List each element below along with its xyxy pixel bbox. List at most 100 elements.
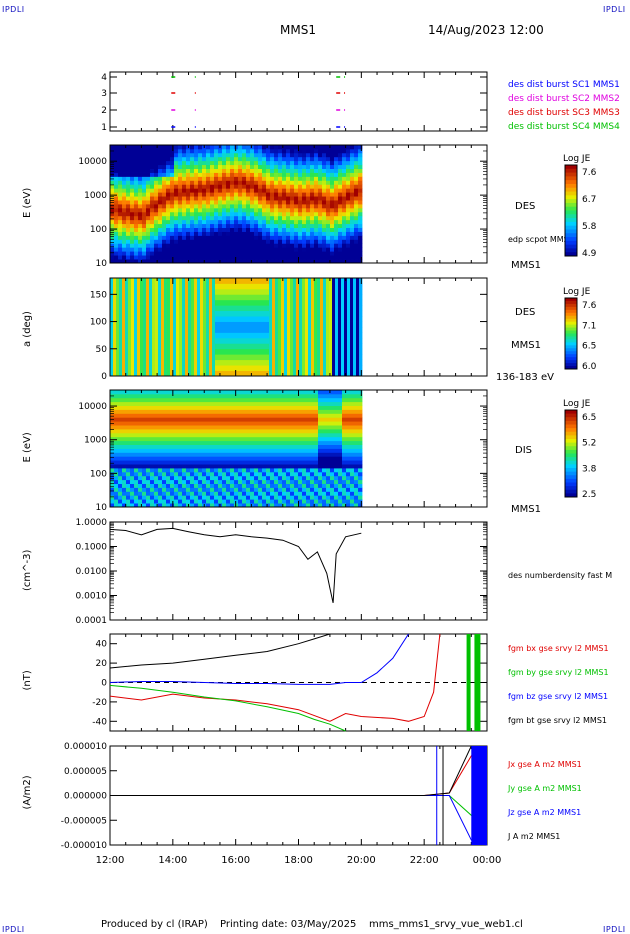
dis-spectrogram-cell bbox=[238, 491, 242, 495]
des-spectrogram-cell bbox=[194, 247, 198, 251]
pitch-spectrogram-cell bbox=[152, 305, 155, 311]
dis-spectrogram-cell bbox=[182, 460, 186, 464]
pitch-spectrogram-cell bbox=[284, 338, 287, 344]
des-spectrogram-cell bbox=[258, 176, 262, 180]
pitch-spectrogram-cell bbox=[209, 305, 212, 311]
dis-spectrogram-cell bbox=[254, 417, 258, 421]
des-spectrogram-cell bbox=[298, 200, 302, 204]
des-spectrogram-cell bbox=[206, 173, 210, 177]
des-spectrogram-cell bbox=[354, 165, 358, 169]
pitch-spectrogram-cell bbox=[281, 316, 284, 322]
dis-spectrogram-cell bbox=[250, 441, 254, 445]
des-spectrogram-cell bbox=[210, 192, 214, 196]
pitch-spectrogram-cell bbox=[188, 322, 191, 328]
des-spectrogram-cell bbox=[162, 157, 166, 161]
pitch-spectrogram-cell bbox=[299, 349, 302, 355]
pitch-spectrogram-cell bbox=[257, 294, 260, 300]
des-spectrogram-cell bbox=[302, 239, 306, 243]
pitch-spectrogram-cell bbox=[323, 360, 326, 366]
des-spectrogram-cell bbox=[326, 161, 330, 165]
des-spectrogram-cell bbox=[330, 251, 334, 255]
des-spectrogram-cell bbox=[110, 255, 114, 259]
des-spectrogram-cell bbox=[150, 235, 154, 239]
des-spectrogram-cell bbox=[290, 216, 294, 220]
dis-spectrogram-cell bbox=[250, 417, 254, 421]
dis-spectrogram-cell bbox=[170, 413, 174, 417]
dis-spectrogram-cell bbox=[158, 491, 162, 495]
des-spectrogram-cell bbox=[206, 192, 210, 196]
dis-spectrogram-cell bbox=[206, 468, 210, 472]
pitch-spectrogram-cell bbox=[350, 316, 353, 322]
des-spectrogram-cell bbox=[354, 228, 358, 232]
dis-spectrogram-cell bbox=[234, 417, 238, 421]
des-spectrogram-cell bbox=[238, 255, 242, 259]
dis-spectrogram-cell bbox=[146, 445, 150, 449]
pitch-spectrogram-cell bbox=[293, 294, 296, 300]
des-spectrogram-cell bbox=[334, 161, 338, 165]
pitch-spectrogram-cell bbox=[221, 349, 224, 355]
des-spectrogram-cell bbox=[146, 169, 150, 173]
pitch-spectrogram-cell bbox=[350, 283, 353, 289]
des-spectrogram-cell bbox=[354, 145, 358, 149]
des-spectrogram-cell bbox=[178, 161, 182, 165]
pitch-spectrogram-cell bbox=[275, 360, 278, 366]
dis-spectrogram-cell bbox=[274, 460, 278, 464]
des-spectrogram-cell bbox=[242, 228, 246, 232]
des-spectrogram-cell bbox=[302, 204, 306, 208]
dis-spectrogram-cell bbox=[266, 495, 270, 499]
dis-spectrogram-cell bbox=[274, 449, 278, 453]
pitch-spectrogram-cell bbox=[296, 305, 299, 311]
dis-spectrogram-cell bbox=[190, 452, 194, 456]
pitch-spectrogram-cell bbox=[146, 365, 149, 371]
pitch-spectrogram-cell bbox=[257, 311, 260, 317]
pitch-spectrogram-cell bbox=[251, 283, 254, 289]
dis-spectrogram-cell bbox=[134, 410, 138, 414]
des-spectrogram-cell bbox=[202, 208, 206, 212]
des-spectrogram-cell bbox=[290, 180, 294, 184]
dis-spectrogram-cell bbox=[234, 441, 238, 445]
des-spectrogram-cell bbox=[314, 216, 318, 220]
des-spectrogram-cell bbox=[126, 200, 130, 204]
des-spectrogram-cell bbox=[154, 212, 158, 216]
des-spectrogram-cell bbox=[166, 176, 170, 180]
pitch-spectrogram-cell bbox=[350, 354, 353, 360]
pitch-spectrogram-cell bbox=[263, 338, 266, 344]
pitch-spectrogram-cell bbox=[176, 360, 179, 366]
dis-spectrogram-cell bbox=[270, 445, 274, 449]
des-spectrogram-cell bbox=[230, 149, 234, 153]
pitch-spectrogram-cell bbox=[182, 283, 185, 289]
pitch-spectrogram-cell bbox=[161, 316, 164, 322]
des-spectrogram-cell bbox=[194, 161, 198, 165]
dis-spectrogram-cell bbox=[146, 421, 150, 425]
dis-spectrogram-cell bbox=[202, 480, 206, 484]
des-spectrogram-cell bbox=[182, 176, 186, 180]
des-spectrogram-cell bbox=[178, 184, 182, 188]
dis-spectrogram-cell bbox=[158, 456, 162, 460]
pitch-spectrogram-cell bbox=[344, 316, 347, 322]
des-spectrogram-cell bbox=[258, 200, 262, 204]
des-spectrogram-cell bbox=[206, 235, 210, 239]
des-spectrogram-cell bbox=[250, 220, 254, 224]
pitch-spectrogram-cell bbox=[344, 283, 347, 289]
pitch-spectrogram-cell bbox=[134, 289, 137, 295]
des-spectrogram-cell bbox=[294, 180, 298, 184]
des-spectrogram-cell bbox=[270, 212, 274, 216]
dis-spectrogram-cell bbox=[210, 480, 214, 484]
dis-spectrogram-cell bbox=[242, 499, 246, 503]
pitch-spectrogram-cell bbox=[266, 349, 269, 355]
des-spectrogram-cell bbox=[318, 255, 322, 259]
des-spectrogram-cell bbox=[142, 204, 146, 208]
des-spectrogram-cell bbox=[186, 239, 190, 243]
des-spectrogram-cell bbox=[166, 224, 170, 228]
des-spectrogram-cell bbox=[210, 224, 214, 228]
dis-spectrogram-cell bbox=[122, 456, 126, 460]
pitch-spectrogram-cell bbox=[206, 311, 209, 317]
pitch-spectrogram-cell bbox=[350, 349, 353, 355]
dis-spectrogram-cell bbox=[110, 402, 114, 406]
dis-spectrogram-cell bbox=[142, 402, 146, 406]
pitch-spectrogram-cell bbox=[110, 360, 113, 366]
des-spectrogram-cell bbox=[234, 196, 238, 200]
dis-spectrogram-cell bbox=[250, 484, 254, 488]
des-spectrogram-cell bbox=[314, 153, 318, 157]
pitch-spectrogram-cell bbox=[263, 343, 266, 349]
